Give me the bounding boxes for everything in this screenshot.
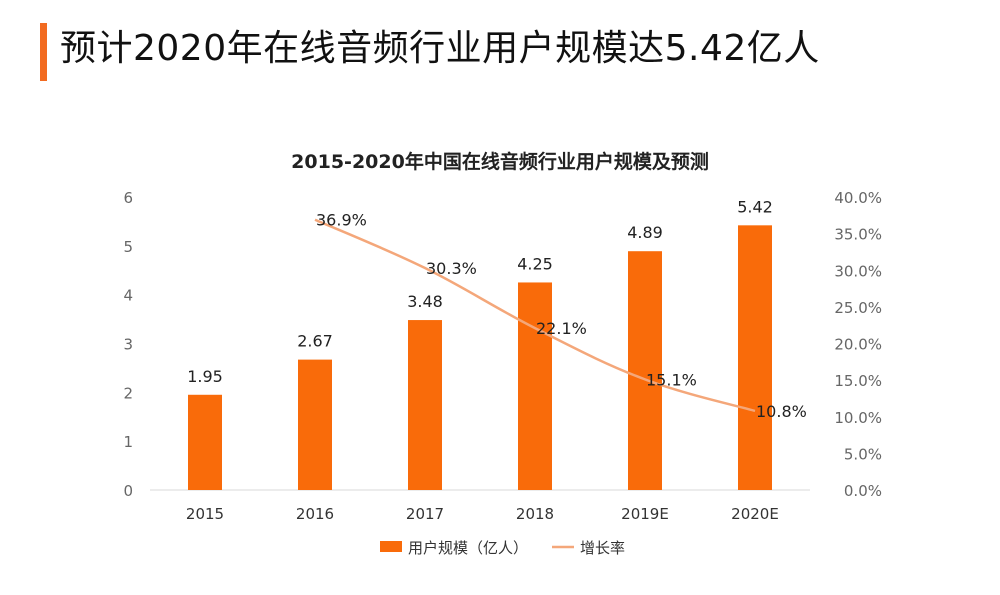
line-value-label: 22.1% bbox=[536, 319, 587, 338]
bar-value-label: 4.89 bbox=[627, 223, 663, 242]
y-left-tick-label: 6 bbox=[123, 189, 133, 207]
x-tick-label: 2016 bbox=[296, 505, 334, 523]
legend-label-bar: 用户规模（亿人） bbox=[408, 539, 528, 557]
y-right-tick-label: 30.0% bbox=[834, 262, 882, 280]
y-right-tick-label: 10.0% bbox=[834, 409, 882, 427]
y-right-tick-label: 35.0% bbox=[834, 226, 882, 244]
y-right-tick-label: 25.0% bbox=[834, 299, 882, 317]
bar-value-label: 4.25 bbox=[517, 254, 553, 273]
legend: 用户规模（亿人） 增长率 bbox=[380, 539, 625, 557]
y-right-tick-label: 0.0% bbox=[844, 482, 882, 500]
y-left-tick-label: 2 bbox=[123, 384, 133, 402]
x-tick-label: 2019E bbox=[621, 505, 669, 523]
bar-value-label: 2.67 bbox=[297, 332, 333, 351]
y-right-tick-label: 15.0% bbox=[834, 372, 882, 390]
bar bbox=[408, 320, 442, 490]
y-left-tick-label: 3 bbox=[123, 336, 133, 354]
bar bbox=[738, 225, 772, 490]
x-tick-label: 2015 bbox=[186, 505, 224, 523]
bar bbox=[518, 282, 552, 490]
y-left-tick-label: 5 bbox=[123, 238, 133, 256]
line-value-label: 30.3% bbox=[426, 259, 477, 278]
y-left-tick-label: 4 bbox=[123, 287, 133, 305]
line-value-label: 10.8% bbox=[756, 402, 807, 421]
legend-swatch-bar bbox=[380, 541, 402, 552]
bar bbox=[628, 251, 662, 490]
bar-value-label: 5.42 bbox=[737, 197, 773, 216]
bars-layer bbox=[188, 225, 772, 490]
x-tick-label: 2017 bbox=[406, 505, 444, 523]
y-left-tick-label: 1 bbox=[123, 433, 133, 451]
growth-rate-line bbox=[314, 218, 756, 413]
chart-title: 2015-2020年中国在线音频行业用户规模及预测 bbox=[291, 151, 709, 173]
y-right-tick-label: 5.0% bbox=[844, 445, 882, 463]
bar bbox=[298, 359, 332, 490]
y-left-tick-label: 0 bbox=[123, 482, 133, 500]
y-right-tick-label: 20.0% bbox=[834, 336, 882, 354]
line-value-label: 15.1% bbox=[646, 370, 697, 389]
line-value-label: 36.9% bbox=[316, 211, 367, 230]
labels-layer: 1.95 2.67 3.48 4.25 4.89 5.42 36.9% 30.3% 22.1% 1… bbox=[187, 197, 807, 421]
bar-value-label: 1.95 bbox=[187, 367, 223, 386]
title-accent-bar bbox=[40, 23, 47, 81]
y-right-tick-label: 40.0% bbox=[834, 189, 882, 207]
bar bbox=[188, 394, 222, 490]
bar-value-label: 3.48 bbox=[407, 292, 443, 311]
line-layer bbox=[314, 218, 756, 413]
x-tick-label: 2020E bbox=[731, 505, 779, 523]
x-tick-label: 2018 bbox=[516, 505, 554, 523]
legend-label-line: 增长率 bbox=[580, 539, 625, 557]
axes-layer: 0 1 2 3 4 5 6 0.0% 5.0% 10.0% 15.0% 20.0% 25.0% 30.0%… bbox=[123, 189, 882, 523]
page-title: 预计2020年在线音频行业用户规模达5.42亿人 bbox=[60, 28, 820, 69]
